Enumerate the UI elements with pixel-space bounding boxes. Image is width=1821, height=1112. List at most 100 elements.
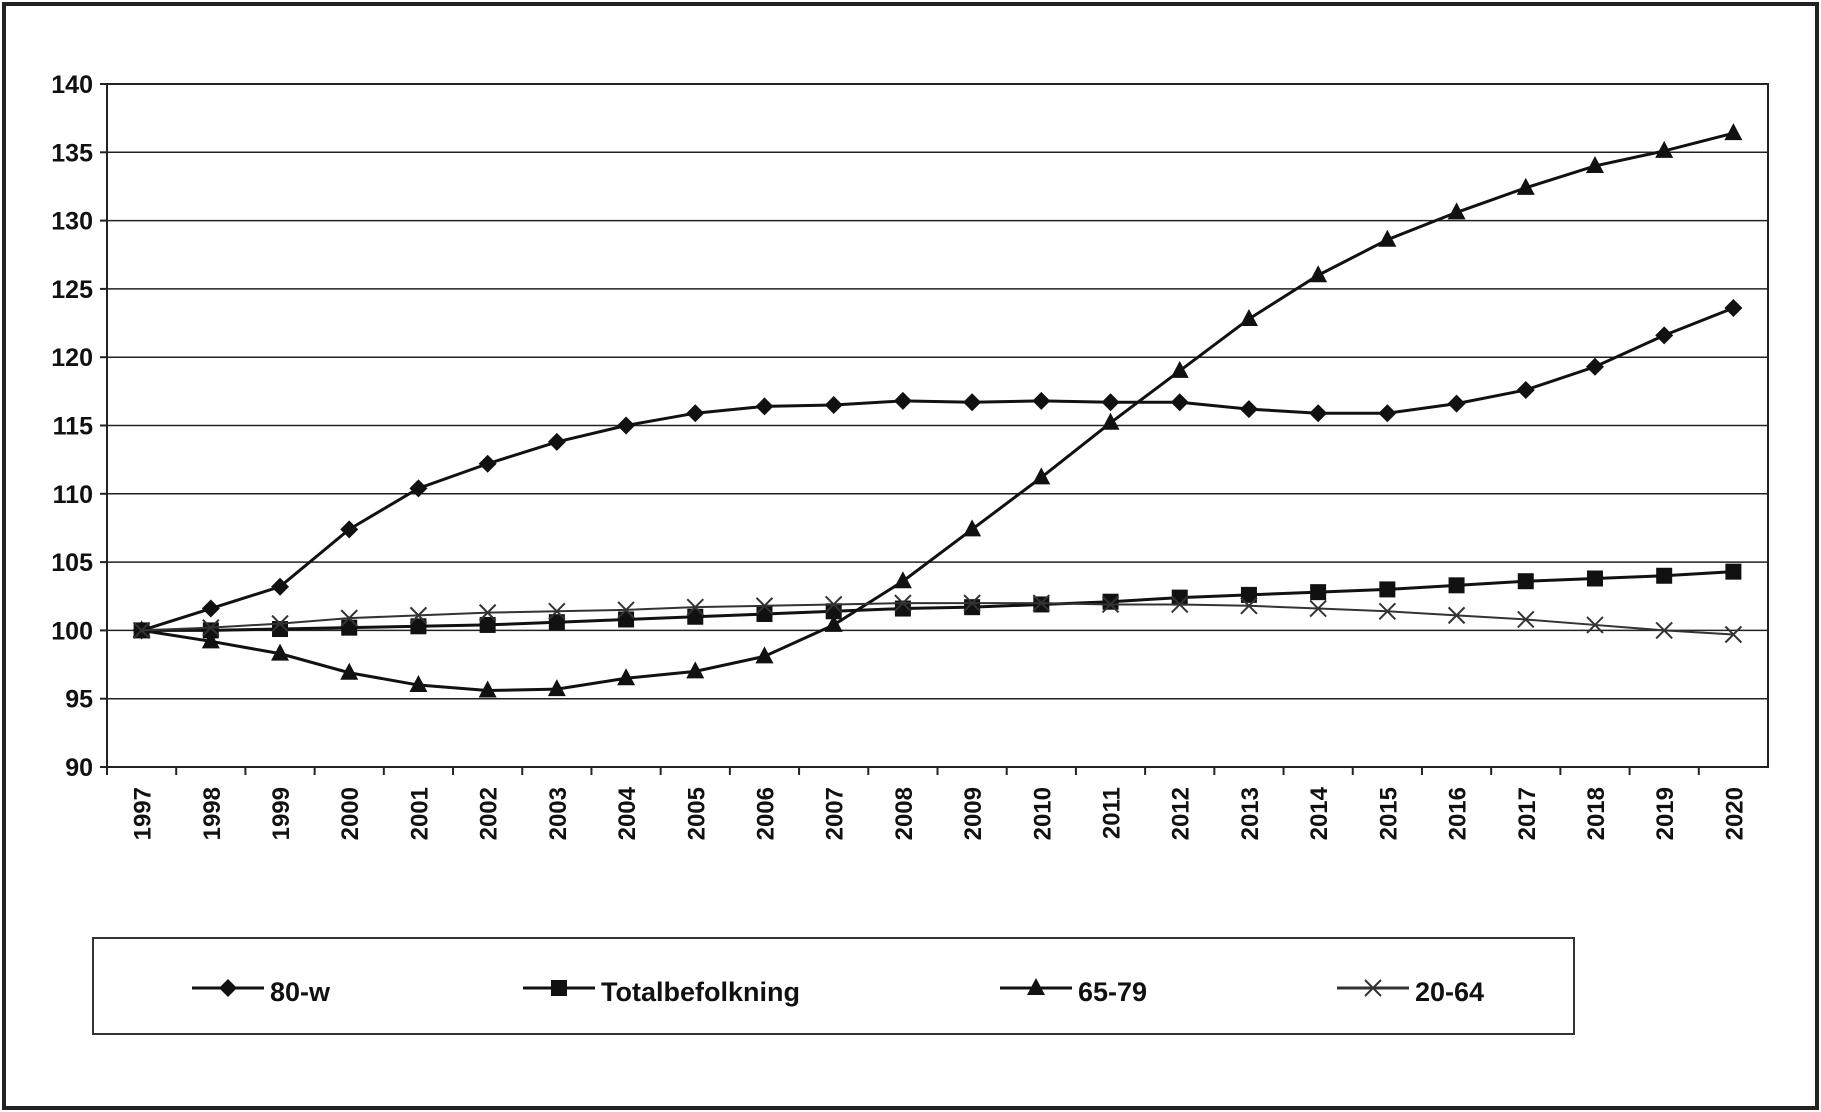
marker-triangle	[132, 620, 151, 638]
marker-x	[1309, 599, 1327, 618]
legend-label: 20-64	[1415, 977, 1484, 1007]
x-tick-label: 2010	[1029, 787, 1056, 840]
marker-triangle	[478, 680, 497, 698]
y-tick-label: 130	[51, 208, 93, 236]
x-tick-label: 2007	[822, 787, 849, 840]
marker-triangle	[1585, 155, 1604, 173]
marker-square	[618, 611, 635, 628]
marker-diamond	[219, 979, 237, 997]
series-line	[141, 306, 1734, 632]
marker-square	[1725, 563, 1742, 580]
x-tick-label: 2014	[1306, 786, 1333, 840]
marker-square	[964, 599, 981, 616]
marker-diamond	[617, 416, 636, 435]
y-tick-label: 90	[65, 754, 93, 782]
x-tick-label: 2011	[1099, 787, 1126, 839]
x-tick-label: 1998	[199, 787, 226, 840]
marker-x	[548, 602, 566, 620]
marker-diamond	[1585, 357, 1604, 376]
marker-diamond	[1447, 394, 1466, 413]
marker-triangle	[963, 519, 982, 537]
marker-x	[271, 614, 289, 633]
x-tick-label: 2008	[891, 787, 918, 840]
marker-diamond	[478, 454, 497, 473]
marker-diamond	[963, 393, 982, 412]
series-line	[141, 570, 1734, 632]
marker-diamond	[1516, 380, 1535, 399]
x-tick-label: 2005	[683, 787, 710, 840]
marker-x	[894, 594, 912, 612]
marker-diamond	[1239, 400, 1258, 419]
marker-triangle	[824, 614, 843, 632]
marker-square	[1448, 577, 1465, 594]
marker-diamond	[1655, 326, 1674, 345]
marker-x	[409, 606, 428, 625]
marker-x	[755, 597, 774, 615]
marker-diamond	[547, 432, 566, 451]
y-tick-label: 125	[51, 276, 93, 304]
marker-x	[1240, 597, 1258, 615]
marker-diamond	[1309, 404, 1328, 423]
marker-triangle	[201, 631, 220, 649]
y-tick-label: 105	[51, 549, 93, 577]
marker-diamond	[1101, 393, 1120, 412]
marker-diamond	[1032, 391, 1051, 410]
legend-label: 65-79	[1078, 977, 1147, 1007]
x-tick-label: 2004	[614, 786, 641, 840]
series-line	[141, 131, 1734, 693]
marker-x	[1364, 979, 1382, 997]
marker-square	[1517, 573, 1534, 590]
marker-triangle	[271, 643, 290, 661]
marker-diamond	[1170, 393, 1189, 412]
y-tick-label: 110	[53, 481, 93, 509]
x-tick-label: 2015	[1375, 787, 1402, 840]
marker-x	[478, 603, 497, 622]
x-tick-label: 2003	[545, 787, 572, 840]
marker-triangle	[1655, 140, 1674, 158]
marker-square	[1379, 581, 1396, 598]
marker-square	[756, 606, 773, 623]
marker-x	[1032, 594, 1051, 612]
marker-x	[340, 609, 358, 627]
marker-diamond	[201, 599, 220, 618]
marker-square	[1656, 567, 1673, 584]
marker-x	[686, 598, 704, 616]
marker-x	[202, 618, 220, 637]
x-tick-label: 2016	[1445, 787, 1472, 840]
legend-label: Totalbefolkning	[601, 977, 800, 1007]
marker-x	[1655, 621, 1673, 640]
y-tick-label: 140	[51, 71, 93, 99]
x-tick-label: 2019	[1652, 787, 1679, 840]
marker-square	[1586, 570, 1603, 587]
marker-x	[617, 601, 635, 619]
marker-diamond	[340, 520, 359, 539]
marker-triangle	[1378, 229, 1397, 247]
x-tick-label: 2006	[752, 787, 779, 840]
x-tick-label: 2001	[406, 787, 433, 840]
legend-box	[92, 937, 1575, 1035]
marker-diamond	[755, 397, 774, 416]
legend-label: 80-w	[270, 977, 331, 1007]
marker-x	[1724, 625, 1743, 644]
marker-x	[1517, 610, 1535, 629]
marker-triangle	[547, 679, 566, 697]
marker-triangle	[1239, 308, 1258, 326]
marker-square	[410, 618, 427, 635]
x-tick-label: 2000	[337, 787, 364, 840]
marker-square	[272, 621, 289, 638]
x-tick-label: 2012	[1168, 787, 1195, 840]
marker-x	[1447, 606, 1466, 625]
marker-triangle	[755, 646, 774, 664]
marker-square	[1102, 593, 1119, 610]
marker-triangle	[1170, 360, 1189, 378]
marker-triangle	[686, 661, 705, 679]
x-tick-label: 2020	[1721, 787, 1748, 840]
y-tick-label: 100	[51, 617, 93, 645]
marker-triangle	[617, 668, 636, 686]
marker-x	[1171, 595, 1189, 614]
marker-square	[551, 980, 567, 996]
marker-diamond	[409, 479, 428, 498]
marker-square	[687, 608, 704, 625]
